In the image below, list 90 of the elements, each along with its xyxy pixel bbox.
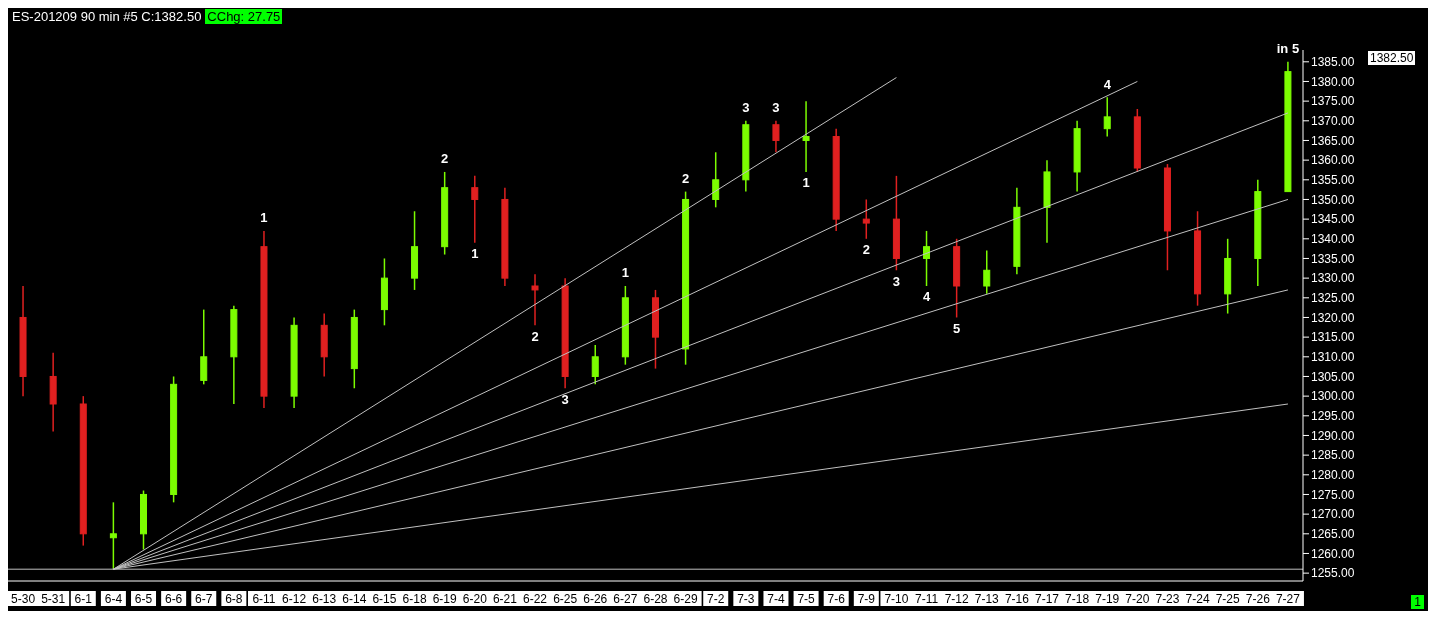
annotation: 4 <box>922 289 931 305</box>
x-tick-label: 7-4 <box>767 592 785 606</box>
chart-subtitle: CChg: 27.75 <box>205 9 283 24</box>
y-tick-label: 1305.00 <box>1311 369 1355 384</box>
y-tick-label: 1295.00 <box>1311 409 1355 424</box>
x-tick-label: 7-9 <box>857 592 876 606</box>
y-tick-label: 1350.00 <box>1311 192 1355 207</box>
y-tick-label: 1270.00 <box>1311 507 1355 522</box>
y-tick-label: 1380.00 <box>1311 74 1355 89</box>
x-tick-label: 7-16 <box>1004 592 1030 606</box>
annotation: 2 <box>441 151 449 167</box>
annotation: 2 <box>862 242 870 258</box>
y-tick-label: 1255.00 <box>1311 566 1355 581</box>
y-tick-label: 1320.00 <box>1311 310 1355 325</box>
x-tick-label: 6-20 <box>462 592 488 606</box>
y-tick-label: 1365.00 <box>1311 133 1355 148</box>
x-tick-label: 6-28 <box>643 592 668 606</box>
x-tick-label: 6-1 <box>74 592 93 606</box>
x-tick-label: 6-18 <box>402 592 427 606</box>
y-tick-label: 1265.00 <box>1311 527 1355 542</box>
annotation: 5 <box>953 320 961 336</box>
y-tick-label: 1310.00 <box>1311 350 1355 365</box>
y-tick-label: 1325.00 <box>1311 291 1355 306</box>
x-tick-label: 7-27 <box>1275 592 1301 606</box>
x-tick-label: 7-2 <box>707 592 725 606</box>
x-tick-label: 7-13 <box>974 592 1000 606</box>
annotation: 2 <box>682 171 690 187</box>
x-tick-label: 6-22 <box>523 592 548 606</box>
x-tick-label: 6-15 <box>372 592 397 606</box>
x-tick-label: 6-25 <box>553 592 578 606</box>
y-tick-label: 1315.00 <box>1311 330 1355 345</box>
annotation: 3 <box>561 391 569 407</box>
text: 1 <box>1411 595 1424 609</box>
x-tick-label: 7-3 <box>737 592 755 606</box>
y-tick-label: 1345.00 <box>1311 212 1355 227</box>
x-tick-label: 7-25 <box>1215 592 1241 606</box>
annotation: 3 <box>742 100 750 116</box>
annotation: 1 <box>471 246 479 262</box>
y-tick-label: 1335.00 <box>1311 251 1355 266</box>
x-tick-label: 6-26 <box>583 592 608 606</box>
chart-title: ES-201209 90 min #5 C:1382.50 <box>12 9 202 24</box>
text: 1382.50 <box>1367 50 1417 66</box>
x-tick-label: 6-29 <box>673 592 698 606</box>
x-tick-label: 7-10 <box>884 592 909 606</box>
y-tick-label: 1330.00 <box>1311 271 1355 286</box>
x-tick-label: 7-24 <box>1185 592 1210 606</box>
x-tick-label: 6-27 <box>613 592 638 606</box>
x-tick-label: 5-30 <box>11 592 36 606</box>
x-tick-label: 7-19 <box>1095 592 1120 606</box>
annotation: 3 <box>892 273 901 289</box>
annotation: 2 <box>531 328 539 344</box>
y-tick-label: 1375.00 <box>1311 94 1355 109</box>
y-tick-label: 1285.00 <box>1311 448 1355 463</box>
x-tick-label: 7-11 <box>914 592 939 606</box>
y-tick-label: 1300.00 <box>1311 389 1355 404</box>
x-tick-label: 7-12 <box>944 592 969 606</box>
x-tick-label: 6-19 <box>432 592 458 606</box>
x-tick-label: 7-18 <box>1065 592 1090 606</box>
x-tick-label: 7-20 <box>1125 592 1150 606</box>
x-tick-label: 7-23 <box>1155 592 1180 606</box>
x-tick-label: 6-7 <box>195 592 213 606</box>
y-tick-label: 1385.00 <box>1311 55 1355 70</box>
y-tick-label: 1370.00 <box>1311 114 1355 129</box>
x-tick-label: 7-26 <box>1245 592 1271 606</box>
x-tick-label: 7-6 <box>827 592 846 606</box>
annotation: 1 <box>802 175 810 191</box>
annotation: in 5 <box>1276 41 1300 57</box>
x-tick-label: 5-31 <box>41 592 66 606</box>
x-tick-label: 6-4 <box>104 592 123 606</box>
y-tick-label: 1355.00 <box>1311 173 1355 188</box>
annotation: 1 <box>260 210 268 226</box>
x-tick-label: 6-13 <box>312 592 337 606</box>
x-tick-label: 6-21 <box>492 592 518 606</box>
y-tick-label: 1280.00 <box>1311 468 1355 483</box>
x-tick-label: 6-5 <box>134 592 153 606</box>
x-tick-label: 7-5 <box>797 592 816 606</box>
x-tick-label: 6-12 <box>282 592 307 606</box>
x-tick-label: 6-14 <box>342 592 367 606</box>
y-tick-label: 1340.00 <box>1311 232 1355 247</box>
y-tick-label: 1275.00 <box>1311 487 1355 502</box>
y-tick-label: 1290.00 <box>1311 428 1355 443</box>
annotation: 4 <box>1103 76 1112 92</box>
annotation: 3 <box>772 100 780 116</box>
x-tick-label: 6-11 <box>252 592 276 606</box>
annotation: 1 <box>621 265 629 281</box>
y-tick-label: 1360.00 <box>1311 153 1355 168</box>
y-tick-label: 1260.00 <box>1311 546 1355 561</box>
x-tick-label: 6-8 <box>225 592 243 606</box>
x-tick-label: 6-6 <box>164 592 183 606</box>
x-tick-label: 7-17 <box>1035 592 1060 606</box>
